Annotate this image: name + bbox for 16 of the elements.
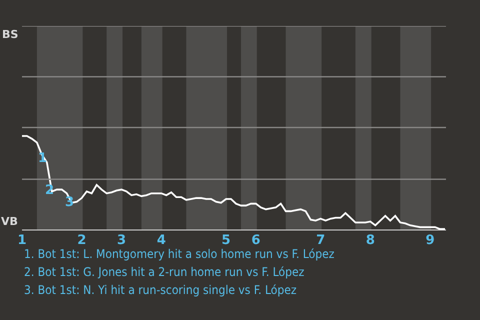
x-tick-label: 3: [117, 233, 126, 248]
text: 3. Bot 1st: N. Yi hit a run-scoring single vs F. López: [24, 283, 297, 297]
annotation: 3: [65, 195, 74, 210]
x-tick-label: 8: [366, 233, 375, 248]
text: BS: [2, 28, 18, 41]
x-tick-label: 6: [251, 233, 260, 248]
text: 1. Bot 1st: L. Montgomery hit a solo home run vs F. López: [24, 247, 335, 261]
x-tick-label: 4: [156, 233, 166, 248]
x-tick-label: 1: [17, 233, 27, 248]
x-tick-label: 5: [222, 233, 231, 248]
x-tick-label: 2: [77, 233, 86, 248]
text: VB: [1, 215, 18, 228]
x-tick-label: 7: [316, 233, 326, 248]
text: 2. Bot 1st: G. Jones hit a 2-run home run vs F. López: [24, 265, 305, 279]
annotation: 2: [45, 183, 54, 198]
x-tick-label: 9: [426, 233, 435, 248]
